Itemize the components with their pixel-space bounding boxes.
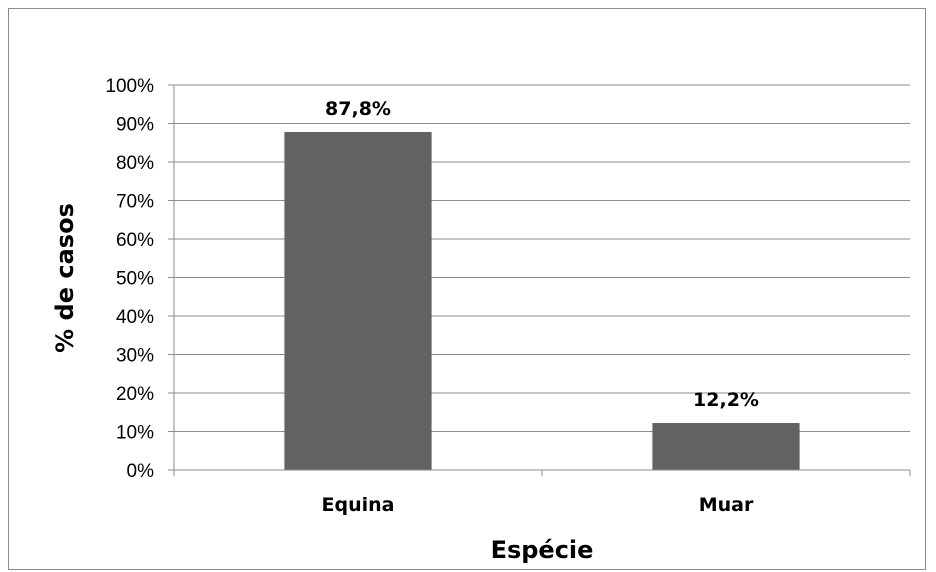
y-tick-label: 0% [127, 461, 155, 482]
y-tick-label: 20% [116, 384, 154, 405]
x-tick-label: Muar [699, 494, 754, 516]
y-tick-label: 30% [116, 346, 154, 367]
axes [168, 84, 911, 476]
chart-frame [8, 8, 926, 570]
y-tick-label: 70% [116, 192, 154, 213]
bar [652, 423, 800, 470]
data-labels: 87,8% 12,2% [325, 98, 759, 411]
y-tick-label: 10% [116, 423, 154, 444]
data-label: 12,2% [693, 389, 759, 411]
y-axis-title: % de casos [51, 203, 79, 353]
y-tick-label: 40% [116, 307, 154, 328]
y-tick-label: 50% [116, 269, 154, 290]
x-tick-label: Equina [322, 494, 395, 516]
y-tick-label: 90% [116, 115, 154, 136]
x-tick-labels: Equina Muar [322, 494, 754, 516]
y-tick-label: 100% [105, 76, 154, 97]
y-tick-label: 80% [116, 153, 154, 174]
bars [284, 131, 800, 470]
y-tick-label: 60% [116, 230, 154, 251]
x-axis-title: Espécie [491, 536, 594, 564]
bar [284, 131, 432, 470]
y-tick-labels: 0% 10% 20% 30% 40% 50% 60% 70% 80% 90% 100% [105, 76, 154, 482]
data-label: 87,8% [325, 98, 391, 120]
